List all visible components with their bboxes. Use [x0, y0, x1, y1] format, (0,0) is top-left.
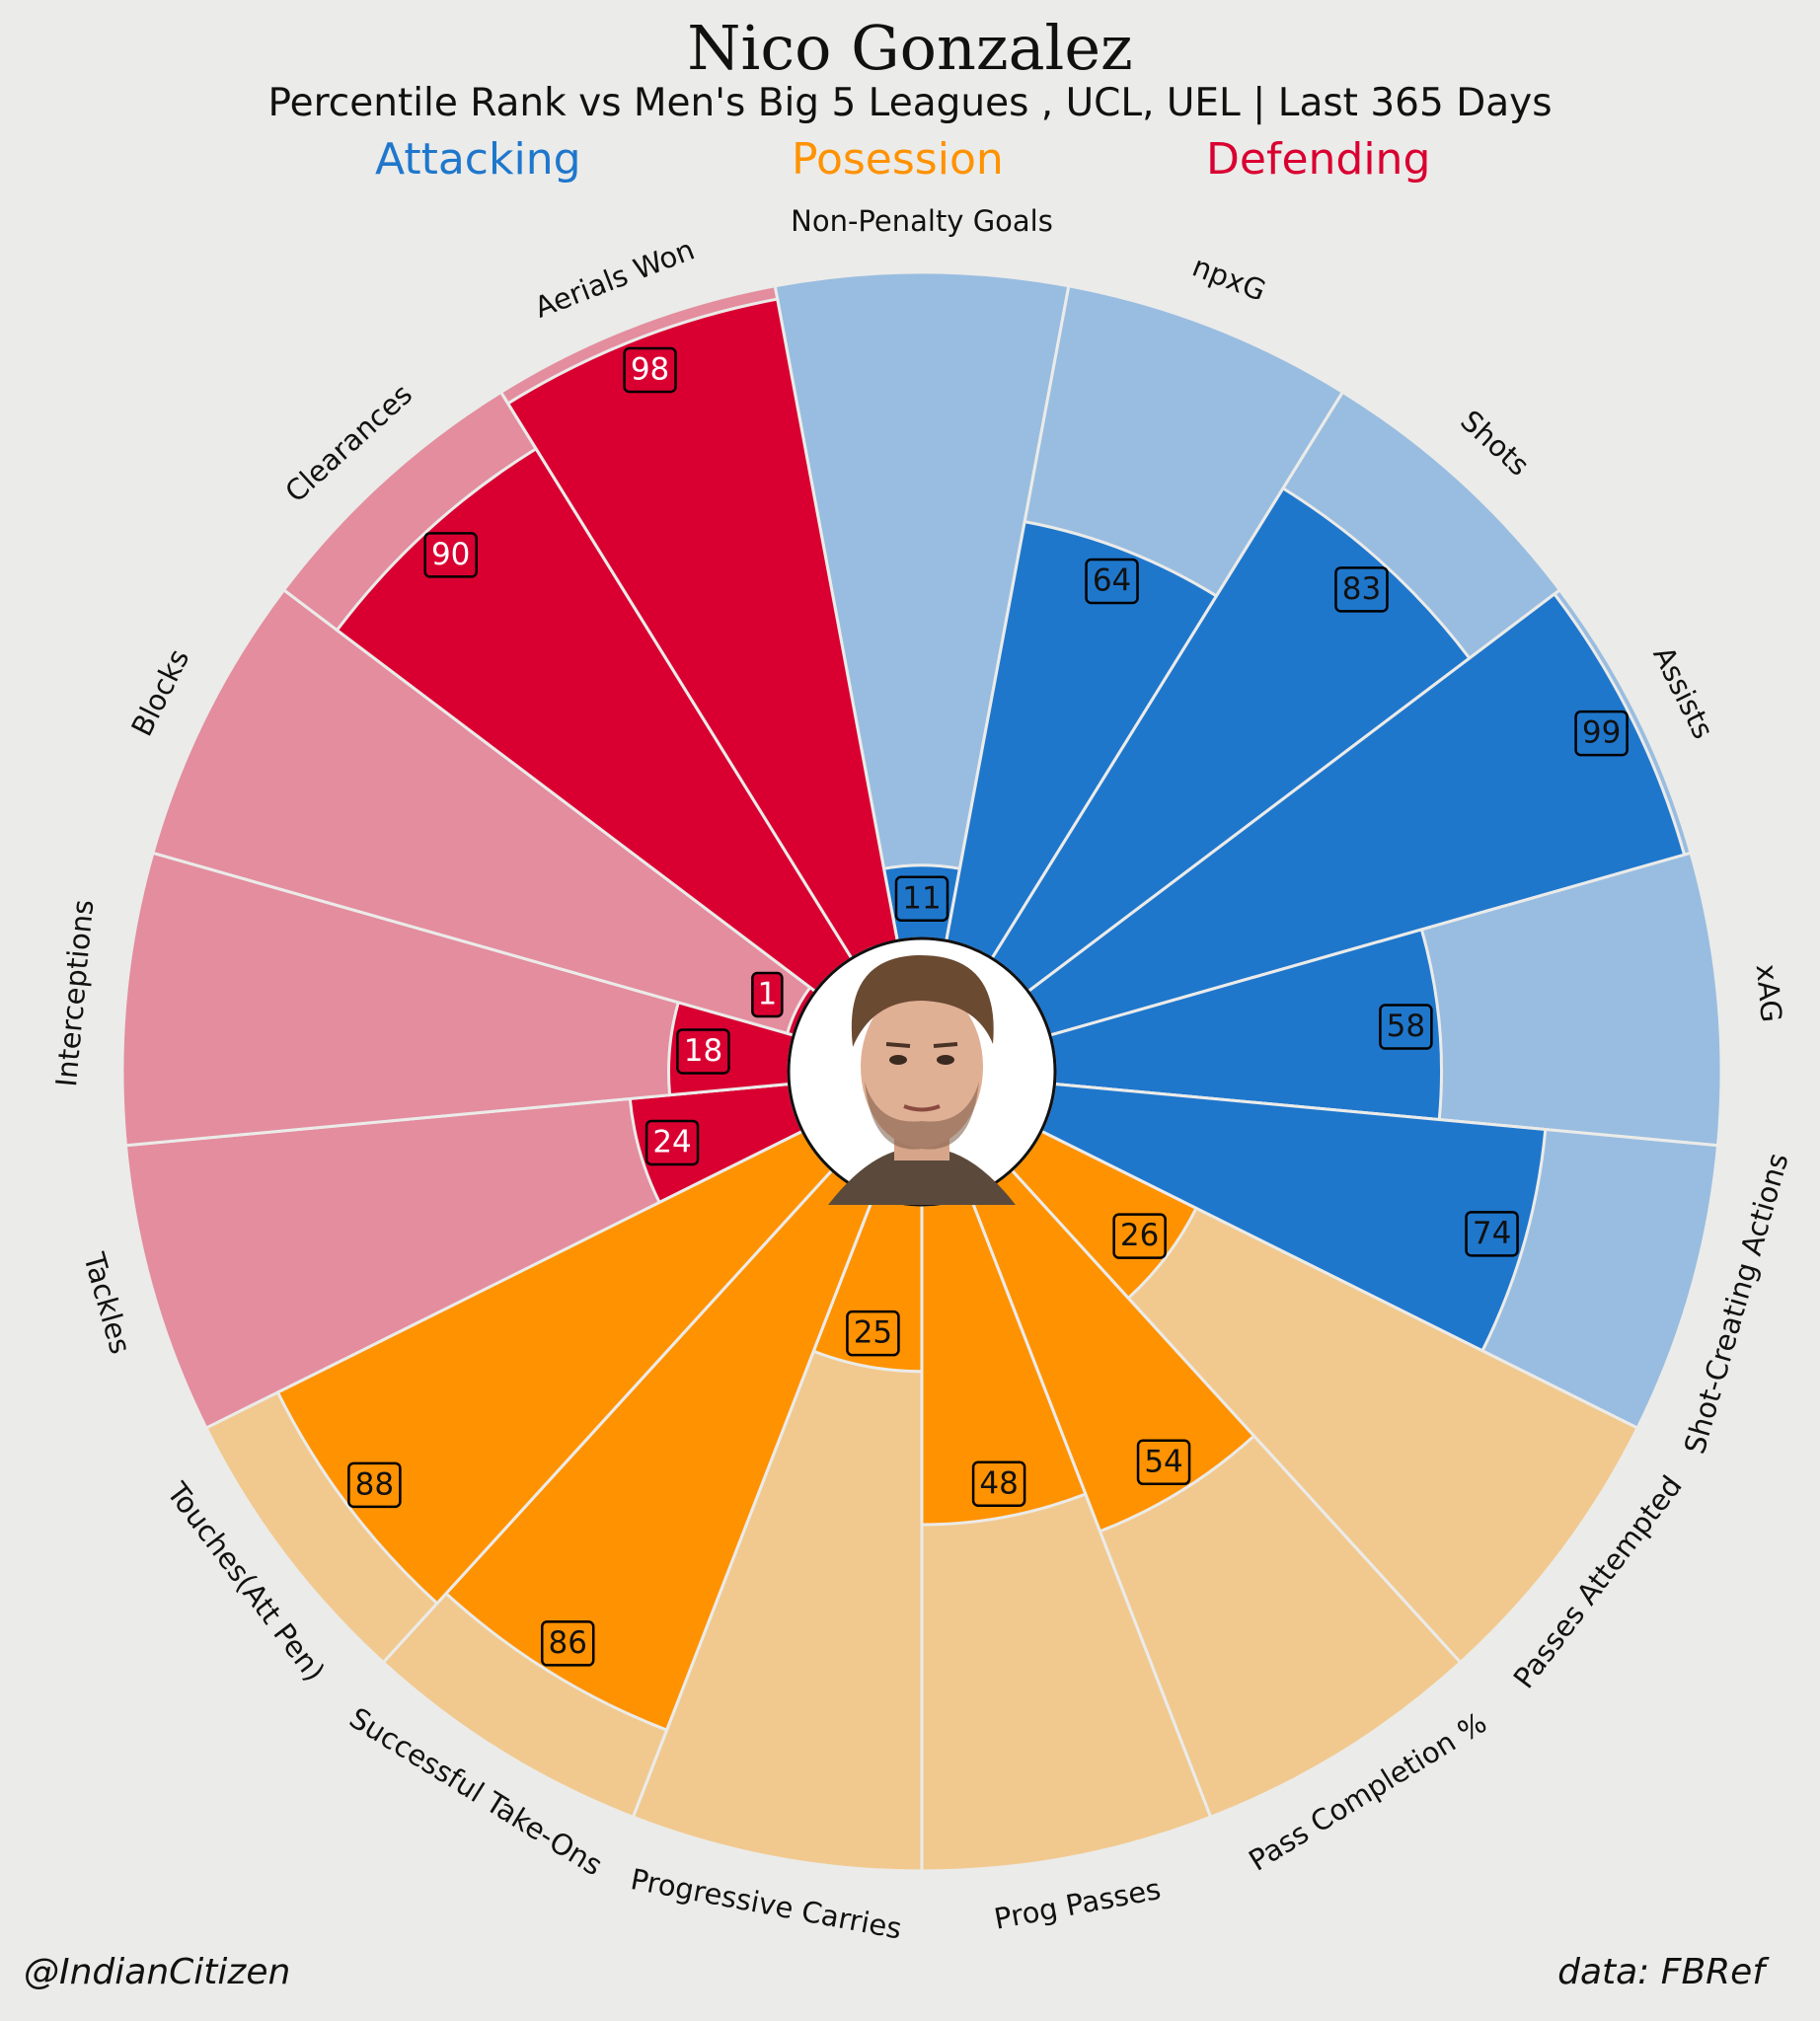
value-label-aerials-won: 98 [623, 346, 677, 394]
svg-text:1: 1 [757, 976, 777, 1011]
svg-text:90: 90 [431, 537, 470, 572]
metric-label-assists: Assists [1646, 641, 1720, 744]
metric-label-progressive-carries: Progressive Carries [628, 1862, 904, 1946]
value-label-assists: 99 [1574, 710, 1629, 757]
svg-text:54: 54 [1144, 1444, 1182, 1479]
value-label-passes-attempted: 26 [1112, 1213, 1167, 1259]
category-possession: Posession [792, 134, 1004, 185]
value-label-interceptions: 18 [676, 1028, 730, 1075]
svg-text:26: 26 [1120, 1218, 1159, 1253]
value-label-shot-creating-actions: 74 [1465, 1211, 1519, 1257]
metric-label-blocks: Blocks [124, 643, 195, 741]
metric-label-shots: Shots [1454, 404, 1536, 483]
svg-text:86: 86 [549, 1625, 587, 1661]
player-avatar [828, 954, 1016, 1205]
metric-label-interceptions: Interceptions [49, 898, 100, 1088]
svg-text:99: 99 [1582, 715, 1621, 751]
value-label-clearances: 90 [423, 532, 478, 578]
value-label-tackles: 24 [645, 1119, 700, 1166]
svg-text:64: 64 [1093, 562, 1131, 598]
svg-text:48: 48 [979, 1465, 1018, 1501]
chart-subtitle: Percentile Rank vs Men's Big 5 Leagues ,… [267, 81, 1553, 125]
svg-text:98: 98 [631, 351, 669, 387]
value-label-xag: 58 [1379, 1004, 1433, 1050]
metric-label-prog-passes: Prog Passes [992, 1872, 1164, 1936]
value-label-prog-passes: 48 [971, 1460, 1026, 1508]
value-label-pass-completion: 54 [1136, 1439, 1191, 1486]
metric-label-xag: xAG [1750, 963, 1788, 1024]
value-label-npxg: 64 [1085, 558, 1139, 605]
svg-text:88: 88 [355, 1466, 394, 1502]
category-defending: Defending [1206, 134, 1431, 185]
source-text: data: FBRef [1557, 1952, 1765, 1992]
chart-title: Nico Gonzalez [687, 12, 1133, 84]
svg-text:58: 58 [1387, 1009, 1425, 1044]
svg-text:83: 83 [1342, 571, 1381, 607]
value-label-touches-att-pen: 88 [347, 1461, 402, 1509]
value-label-non-penalty-goals: 11 [894, 875, 949, 922]
value-label-successful-take-ons: 86 [540, 1620, 595, 1667]
svg-text:25: 25 [854, 1315, 892, 1351]
svg-text:74: 74 [1473, 1216, 1511, 1251]
svg-text:11: 11 [902, 880, 941, 916]
svg-text:24: 24 [652, 1124, 691, 1160]
credit-text: @IndianCitizen [24, 1952, 291, 1992]
metric-label-npxg: npxG [1188, 250, 1271, 308]
value-label-blocks: 1 [751, 971, 784, 1018]
category-attacking: Attacking [375, 134, 581, 185]
metric-label-non-penalty-goals: Non-Penalty Goals [791, 204, 1053, 238]
metric-label-tackles: Tackles [77, 1248, 138, 1358]
value-label-progressive-carries: 25 [846, 1310, 900, 1357]
svg-text:18: 18 [684, 1033, 722, 1069]
value-label-shots: 83 [1334, 566, 1389, 613]
